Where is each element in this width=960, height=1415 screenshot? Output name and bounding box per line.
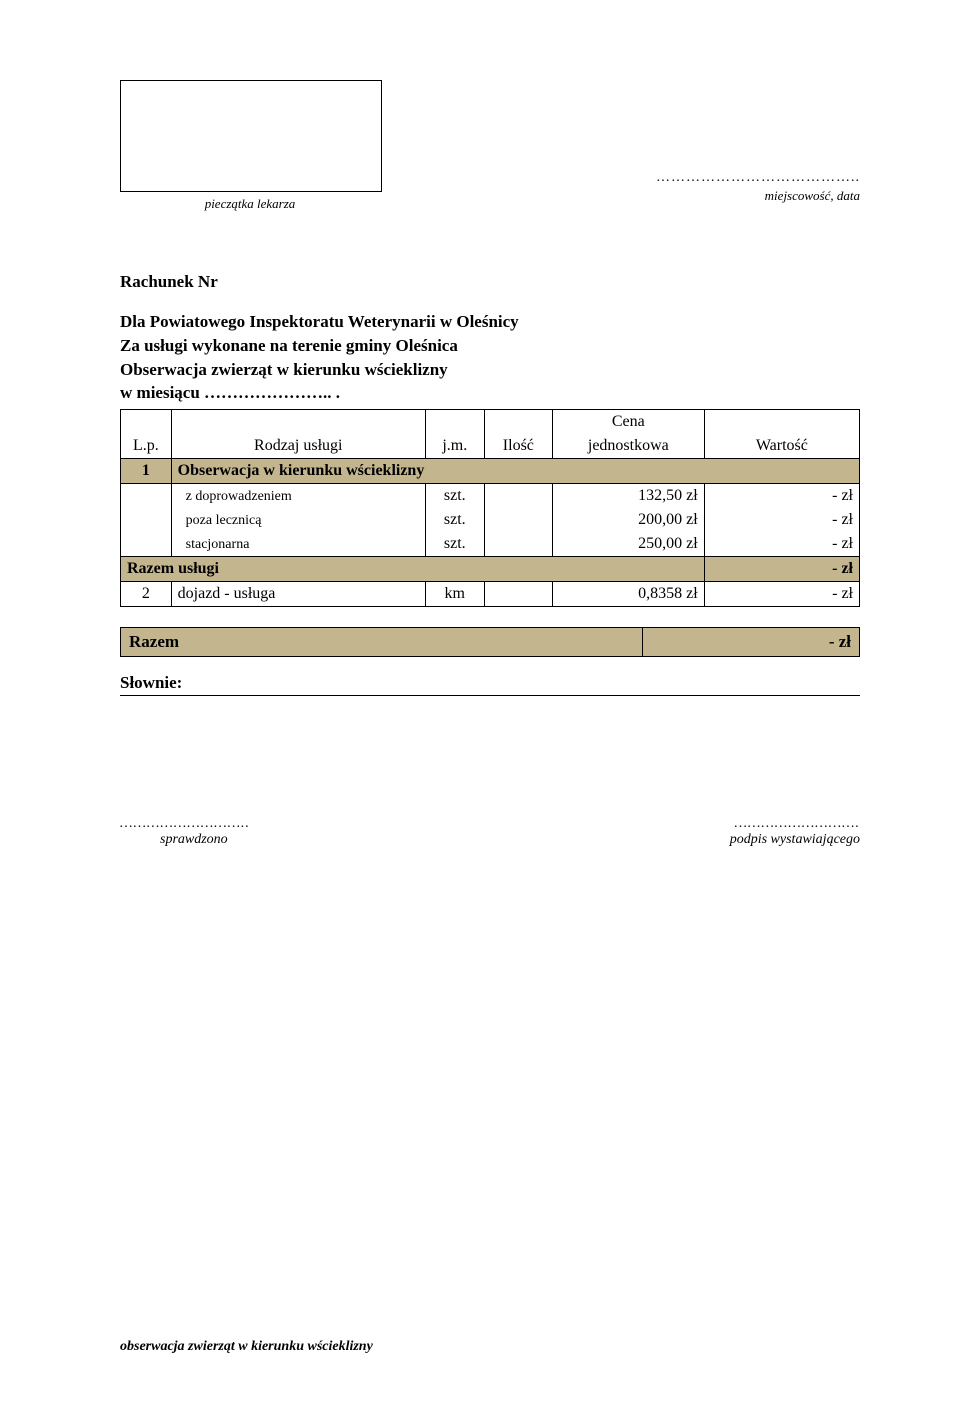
section-title: Obserwacja w kierunku wścieklizny (171, 459, 859, 484)
signature-row: ……………………….. sprawdzono ………………………. podpis… (120, 816, 860, 848)
stamp-box (120, 80, 382, 192)
footer-label: obserwacja zwierząt w kierunku wściekliz… (120, 1339, 373, 1355)
recipient-line: Dla Powiatowego Inspektoratu Weterynarii… (120, 310, 860, 334)
section-num: 1 (121, 459, 172, 484)
header-wartosc: Wartość (704, 434, 859, 459)
dojazd-name: dojazd - usługa (171, 582, 425, 607)
item-name: poza lecznicą (171, 508, 425, 532)
header-jm: j.m. (425, 434, 484, 459)
sig-right-label: podpis wystawiającego (730, 832, 860, 847)
place-date-label: miejscowość, data (600, 188, 860, 204)
table-row: stacjonarna szt. 250,00 zł - zł (121, 532, 860, 557)
totals-value: - zł (643, 628, 860, 657)
item-jm: szt. (425, 532, 484, 557)
item-cena: 132,50 zł (552, 484, 704, 509)
table-header-row-2: L.p. Rodzaj usługi j.m. Ilość jednostkow… (121, 434, 860, 459)
item-wart: - zł (704, 484, 859, 509)
item-name: stacjonarna (171, 532, 425, 557)
recipient-block: Dla Powiatowego Inspektoratu Weterynarii… (120, 310, 860, 381)
section-row: 1 Obserwacja w kierunku wścieklizny (121, 459, 860, 484)
razem-uslugi-row: Razem usługi - zł (121, 557, 860, 582)
totals-table: Razem - zł (120, 627, 860, 657)
dojazd-wart: - zł (704, 582, 859, 607)
services-table: Cena L.p. Rodzaj usługi j.m. Ilość jedno… (120, 409, 860, 607)
razem-uslugi-label: Razem usługi (121, 557, 705, 582)
table-header-row-1: Cena (121, 410, 860, 435)
month-line: w miesiącu ………………….. . (120, 383, 860, 403)
header-cena-top: Cena (552, 410, 704, 435)
header-service: Rodzaj usługi (171, 434, 425, 459)
dojazd-jm: km (425, 582, 484, 607)
table-row: z doprowadzeniem szt. 132,50 zł - zł (121, 484, 860, 509)
page: pieczątka lekarza ………………………………….. miejsc… (0, 0, 960, 1415)
invoice-heading: Rachunek Nr (120, 272, 860, 292)
service-scope-line: Za usługi wykonane na terenie gminy Oleś… (120, 334, 860, 358)
item-name: z doprowadzeniem (171, 484, 425, 509)
header-lp: L.p. (121, 434, 172, 459)
place-date-dots: ………………………………….. (656, 170, 860, 186)
dojazd-cena: 0,8358 zł (552, 582, 704, 607)
dojazd-row: 2 dojazd - usługa km 0,8358 zł - zł (121, 582, 860, 607)
item-jm: szt. (425, 508, 484, 532)
stamp-label: pieczątka lekarza (120, 196, 380, 212)
item-cena: 250,00 zł (552, 532, 704, 557)
dojazd-num: 2 (121, 582, 172, 607)
signature-right: ………………………. podpis wystawiającego (560, 816, 860, 848)
header-cena-bot: jednostkowa (552, 434, 704, 459)
item-jm: szt. (425, 484, 484, 509)
header-ilosc: Ilość (484, 434, 552, 459)
item-wart: - zł (704, 532, 859, 557)
item-cena: 200,00 zł (552, 508, 704, 532)
totals-label: Razem (121, 628, 643, 657)
sig-left-label: sprawdzono (120, 832, 228, 847)
signature-left: ……………………….. sprawdzono (120, 816, 420, 848)
item-wart: - zł (704, 508, 859, 532)
sig-left-dots: ……………………….. (120, 816, 250, 831)
totals-row: Razem - zł (121, 628, 860, 657)
razem-uslugi-value: - zł (704, 557, 859, 582)
table-row: poza lecznicą szt. 200,00 zł - zł (121, 508, 860, 532)
sig-right-dots: ………………………. (734, 816, 860, 831)
observation-line: Obserwacja zwierząt w kierunku wściekliz… (120, 358, 860, 382)
slownie-label: Słownie: (120, 673, 860, 696)
